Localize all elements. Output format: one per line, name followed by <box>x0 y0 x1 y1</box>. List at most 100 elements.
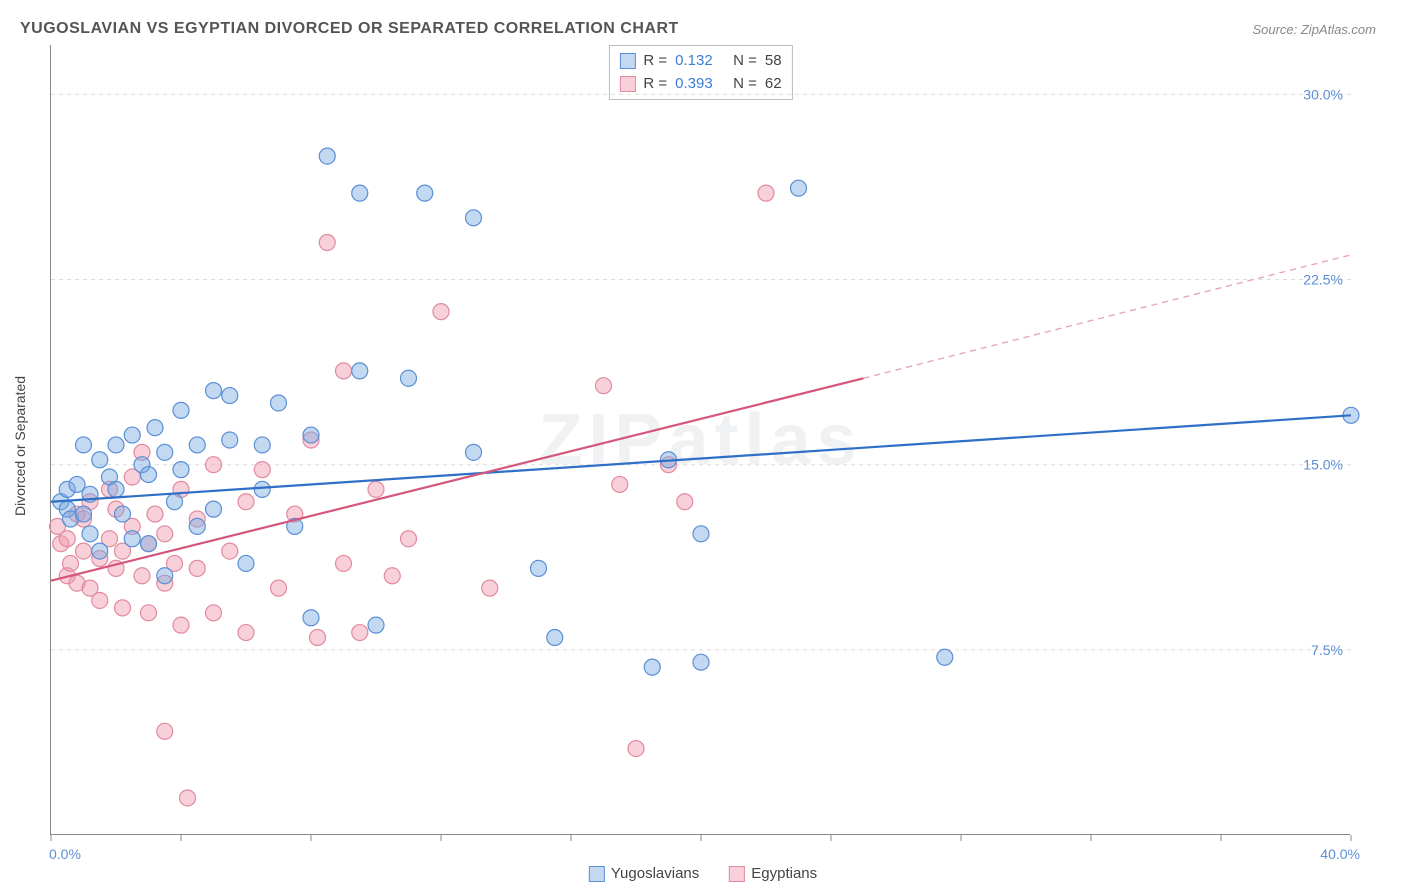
scatter-point <box>336 555 352 571</box>
scatter-point <box>115 600 131 616</box>
scatter-point <box>310 630 326 646</box>
scatter-point <box>76 506 92 522</box>
scatter-point <box>531 560 547 576</box>
trend-line-egyptians-extrapolated <box>864 255 1352 378</box>
scatter-point <box>222 543 238 559</box>
source-prefix: Source: <box>1252 22 1300 37</box>
scatter-point <box>368 481 384 497</box>
scatter-point <box>157 444 173 460</box>
scatter-point <box>693 526 709 542</box>
scatter-point <box>693 654 709 670</box>
scatter-point <box>59 531 75 547</box>
scatter-point <box>238 555 254 571</box>
plot-area: ZIPatlas R = 0.132 N = 58 R = 0.393 N = … <box>50 45 1350 835</box>
scatter-point <box>254 481 270 497</box>
scatter-point <box>628 741 644 757</box>
legend-label-yugoslavians: Yugoslavians <box>611 865 699 882</box>
scatter-point <box>352 625 368 641</box>
scatter-point <box>466 210 482 226</box>
scatter-point <box>189 437 205 453</box>
scatter-point <box>206 605 222 621</box>
scatter-point <box>271 395 287 411</box>
x-label-min: 0.0% <box>49 846 81 862</box>
scatter-point <box>189 560 205 576</box>
scatter-point <box>222 432 238 448</box>
y-axis-label: Divorced or Separated <box>12 376 28 516</box>
scatter-point <box>173 462 189 478</box>
scatter-point <box>147 420 163 436</box>
scatter-point <box>547 630 563 646</box>
ytick-label: 7.5% <box>1311 642 1343 658</box>
bottom-legend: Yugoslavians Egyptians <box>589 865 817 882</box>
legend-swatch-egyptians <box>729 866 745 882</box>
scatter-point <box>141 536 157 552</box>
scatter-point <box>134 568 150 584</box>
chart-container: YUGOSLAVIAN VS EGYPTIAN DIVORCED OR SEPA… <box>0 0 1406 892</box>
scatter-point <box>124 531 140 547</box>
scatter-point <box>115 506 131 522</box>
scatter-point <box>271 580 287 596</box>
scatter-point <box>124 427 140 443</box>
scatter-point <box>368 617 384 633</box>
scatter-point <box>401 370 417 386</box>
scatter-point <box>222 388 238 404</box>
scatter-point <box>254 462 270 478</box>
scatter-point <box>92 452 108 468</box>
scatter-point <box>401 531 417 547</box>
plot-svg: 7.5% 15.0% 22.5% 30.0% <box>51 45 1350 834</box>
scatter-point <box>76 543 92 559</box>
scatter-point <box>180 790 196 806</box>
scatter-point <box>238 494 254 510</box>
scatter-point <box>157 568 173 584</box>
ytick-label: 22.5% <box>1303 272 1343 288</box>
scatter-point <box>612 476 628 492</box>
scatter-point <box>417 185 433 201</box>
scatter-point <box>157 526 173 542</box>
scatter-point <box>466 444 482 460</box>
trend-line-yugoslavians <box>51 415 1351 501</box>
scatter-point <box>596 378 612 394</box>
source-attribution: Source: ZipAtlas.com <box>1252 22 1376 37</box>
legend-label-egyptians: Egyptians <box>751 865 817 882</box>
source-name: ZipAtlas.com <box>1301 22 1376 37</box>
scatter-point <box>384 568 400 584</box>
scatter-point <box>352 363 368 379</box>
scatter-point <box>319 235 335 251</box>
scatter-point <box>937 649 953 665</box>
scatter-point <box>482 580 498 596</box>
scatter-point <box>82 526 98 542</box>
scatter-point <box>319 148 335 164</box>
scatter-point <box>791 180 807 196</box>
scatter-point <box>92 592 108 608</box>
scatter-point <box>206 457 222 473</box>
scatter-point <box>92 543 108 559</box>
scatter-point <box>189 518 205 534</box>
scatter-point <box>173 402 189 418</box>
x-label-max: 40.0% <box>1320 846 1360 862</box>
legend-item-yugoslavians: Yugoslavians <box>589 865 699 882</box>
chart-title: YUGOSLAVIAN VS EGYPTIAN DIVORCED OR SEPA… <box>20 20 679 38</box>
scatter-point <box>147 506 163 522</box>
scatter-point <box>352 185 368 201</box>
scatter-point <box>254 437 270 453</box>
legend-swatch-yugoslavians <box>589 866 605 882</box>
scatter-point <box>206 383 222 399</box>
ytick-label: 15.0% <box>1303 457 1343 473</box>
scatter-point <box>336 363 352 379</box>
scatter-point <box>238 625 254 641</box>
legend-item-egyptians: Egyptians <box>729 865 817 882</box>
scatter-point <box>108 437 124 453</box>
scatter-point <box>303 610 319 626</box>
scatter-point <box>758 185 774 201</box>
scatter-point <box>141 467 157 483</box>
scatter-point <box>677 494 693 510</box>
scatter-point <box>644 659 660 675</box>
scatter-point <box>206 501 222 517</box>
scatter-point <box>76 437 92 453</box>
scatter-point <box>167 494 183 510</box>
ytick-label: 30.0% <box>1303 86 1343 102</box>
scatter-point <box>141 605 157 621</box>
scatter-point <box>173 617 189 633</box>
scatter-point <box>157 723 173 739</box>
scatter-point <box>433 304 449 320</box>
